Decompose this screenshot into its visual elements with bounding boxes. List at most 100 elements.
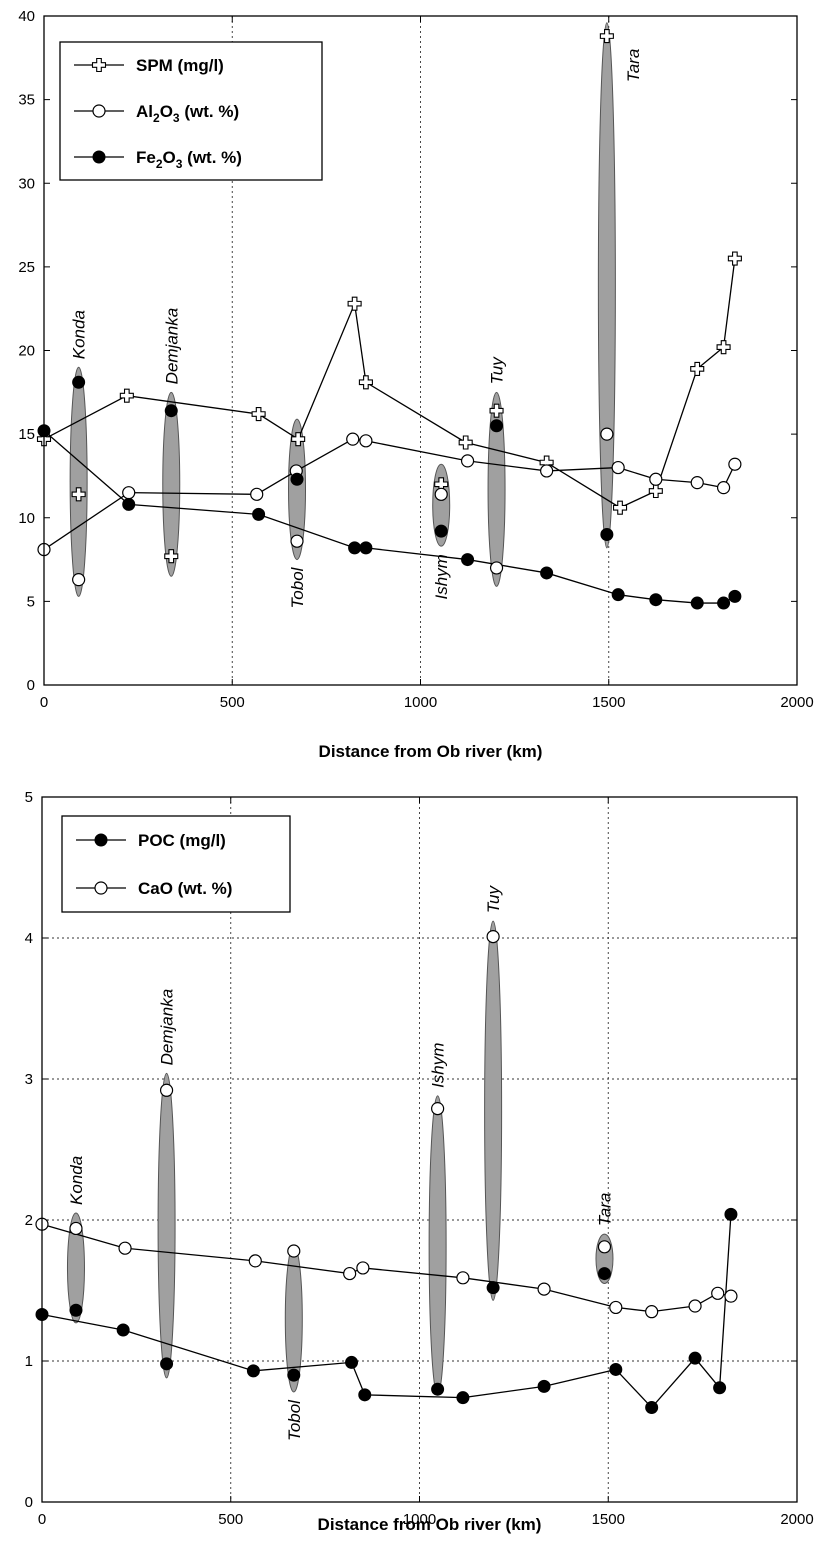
series-3-point <box>728 589 742 603</box>
series-2-point <box>716 481 731 495</box>
series-2-point <box>728 457 742 471</box>
tributary-point-demjanka <box>160 1357 174 1371</box>
tributary-point-tuy <box>486 929 500 944</box>
tributary-label-demjanka: Demjanka <box>162 308 181 385</box>
x-tick-label: 2000 <box>780 694 813 711</box>
series-3-point <box>348 541 362 555</box>
y-tick-label: 35 <box>18 92 35 109</box>
series-3-point <box>461 553 475 567</box>
y-tick-label: 40 <box>18 8 35 25</box>
series-1-point <box>251 407 266 422</box>
tributary-ellipse-konda <box>69 366 88 597</box>
x-tick-label: 1000 <box>403 1511 436 1528</box>
series-2-point <box>649 472 663 486</box>
series-1-point <box>688 1351 702 1365</box>
legend-marker <box>92 104 106 118</box>
y-tick-label: 0 <box>25 1494 33 1511</box>
tributary-point-ishym <box>431 1102 445 1116</box>
series-2-point <box>456 1271 470 1285</box>
x-tick-label: 500 <box>218 1511 243 1528</box>
series-2-point <box>118 1241 132 1255</box>
series-1-point <box>246 1364 260 1378</box>
tributary-point-tuy <box>489 403 504 418</box>
tributary-label-tobol: Tobol <box>288 566 307 608</box>
series-1-point <box>716 340 731 355</box>
series-3-point <box>649 593 663 607</box>
series-2-point <box>690 476 704 490</box>
tributary-point-konda <box>71 487 86 502</box>
y-tick-label: 15 <box>18 426 35 443</box>
series-line-1 <box>41 1214 732 1409</box>
tributary-point-tara <box>600 527 614 541</box>
series-2-point <box>343 1266 357 1281</box>
legend-label: Al2O3 (wt. %) <box>136 102 239 125</box>
series-1-point <box>358 1388 372 1402</box>
series-3-point <box>611 588 625 602</box>
tributary-point-tuy <box>489 561 504 575</box>
series-2-point <box>122 486 136 500</box>
tributary-point-tuy <box>490 419 504 433</box>
x-tick-label: 1500 <box>592 694 625 711</box>
series-2-point <box>359 434 373 448</box>
x-tick-label: 1500 <box>592 1511 625 1528</box>
tributary-label-tara: Tara <box>624 49 643 82</box>
tributary-label-ishym: Ishym <box>429 1043 448 1088</box>
x-tick-label: 1000 <box>404 694 437 711</box>
tributary-point-ishym <box>434 487 448 501</box>
tributary-point-tara <box>597 1267 611 1281</box>
series-2-point <box>611 460 625 475</box>
legend-label: Fe2O3 (wt. %) <box>136 148 242 171</box>
series-1-point <box>645 1401 659 1415</box>
tributary-label-konda: Konda <box>67 1156 86 1205</box>
tributary-ellipse-ishym <box>428 1095 447 1396</box>
series-2-point <box>645 1305 659 1319</box>
legend-marker <box>94 833 108 847</box>
y-tick-label: 30 <box>18 175 35 192</box>
series-1-point <box>347 296 362 311</box>
series-line-3 <box>43 430 736 604</box>
series-2-point <box>356 1261 370 1275</box>
tributary-label-konda: Konda <box>70 310 89 359</box>
tributary-point-demjanka <box>164 549 179 564</box>
tributary-point-tara <box>600 427 614 441</box>
series-1-point <box>456 1391 470 1405</box>
series-1-point <box>609 1362 623 1376</box>
tributary-ellipse-tara <box>597 22 616 549</box>
y-tick-label: 20 <box>18 343 35 360</box>
tributary-point-demjanka <box>159 1083 174 1097</box>
series-2-point <box>250 487 264 501</box>
tributary-label-tuy: Tuy <box>488 356 507 385</box>
series-2-point <box>711 1286 725 1300</box>
x-axis-title: Distance from Ob river (km) <box>318 1515 542 1534</box>
legend-marker <box>92 150 106 164</box>
series-2-point <box>540 464 554 478</box>
series-1-point <box>537 1379 551 1393</box>
series-1-point <box>119 388 134 403</box>
series-1-point <box>458 435 473 450</box>
y-tick-label: 25 <box>18 259 35 276</box>
x-tick-label: 0 <box>38 1511 46 1528</box>
series-3-point <box>690 596 704 610</box>
x-axis-title: Distance from Ob river (km) <box>319 742 543 761</box>
series-line-2 <box>41 1223 732 1313</box>
tributary-point-ishym <box>431 1382 445 1396</box>
plot-frame <box>43 15 798 686</box>
tributary-point-konda <box>72 573 86 587</box>
tributary-point-ishym <box>434 524 448 538</box>
chart-panel-2: 0 500 1000 1500 2000 0 1 2 3 4 5 Konda Demjanka Tobol… <box>25 789 814 1534</box>
series-line-2 <box>43 438 736 551</box>
tributary-point-tobol <box>290 534 304 548</box>
series-1-point <box>358 375 373 390</box>
series-1-point <box>727 251 742 266</box>
tributary-ellipse-demjanka <box>157 1072 176 1379</box>
y-tick-label: 3 <box>25 1071 33 1088</box>
tributary-point-konda <box>72 375 86 389</box>
y-tick-label: 1 <box>25 1353 33 1370</box>
series-1-point <box>724 1207 738 1221</box>
series-2-point <box>688 1299 702 1313</box>
legend-marker <box>91 57 107 73</box>
tributary-point-konda <box>69 1221 83 1236</box>
series-3-point <box>540 566 554 580</box>
series-1-point <box>648 483 663 499</box>
